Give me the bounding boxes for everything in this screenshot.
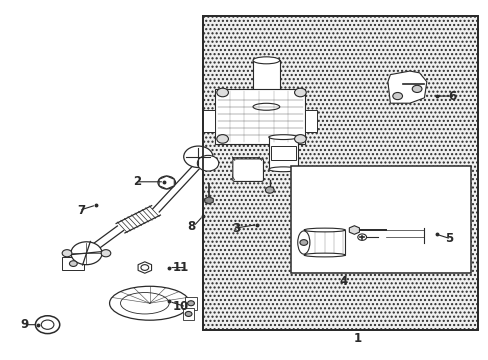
FancyBboxPatch shape	[203, 111, 215, 132]
Circle shape	[71, 242, 102, 265]
Circle shape	[62, 249, 72, 257]
Circle shape	[187, 301, 194, 306]
Bar	[268, 137, 297, 169]
Polygon shape	[159, 176, 174, 189]
Polygon shape	[387, 71, 426, 103]
Polygon shape	[138, 262, 151, 273]
Circle shape	[216, 135, 228, 143]
Circle shape	[158, 176, 175, 189]
Text: 10: 10	[172, 300, 188, 313]
Bar	[203, 16, 477, 330]
Bar	[185, 297, 197, 310]
FancyBboxPatch shape	[305, 111, 317, 132]
Bar	[203, 16, 477, 330]
Text: 1: 1	[353, 333, 361, 346]
Text: 2: 2	[132, 175, 141, 188]
Text: 5: 5	[445, 233, 453, 246]
Circle shape	[41, 320, 54, 329]
Polygon shape	[348, 226, 359, 234]
Text: 3: 3	[232, 222, 240, 235]
Circle shape	[101, 249, 111, 257]
Circle shape	[294, 135, 305, 143]
Circle shape	[265, 187, 274, 193]
FancyBboxPatch shape	[232, 159, 263, 181]
Text: 6: 6	[447, 90, 455, 103]
Text: 8: 8	[187, 220, 196, 233]
Ellipse shape	[268, 167, 297, 172]
Circle shape	[141, 265, 148, 270]
Polygon shape	[204, 197, 213, 204]
Ellipse shape	[252, 57, 279, 64]
Bar	[290, 166, 469, 273]
Circle shape	[197, 156, 218, 171]
Circle shape	[185, 311, 192, 316]
Circle shape	[216, 88, 228, 97]
Ellipse shape	[304, 253, 345, 257]
Circle shape	[411, 85, 421, 93]
Ellipse shape	[109, 286, 189, 320]
Bar	[271, 146, 295, 160]
Circle shape	[392, 93, 402, 100]
FancyBboxPatch shape	[215, 89, 305, 144]
Ellipse shape	[304, 228, 345, 232]
FancyBboxPatch shape	[62, 257, 84, 270]
Ellipse shape	[297, 231, 309, 254]
Bar	[304, 230, 345, 255]
Ellipse shape	[252, 103, 279, 110]
Circle shape	[299, 240, 307, 246]
Bar	[252, 60, 279, 107]
Ellipse shape	[268, 135, 297, 140]
Text: 11: 11	[172, 261, 188, 274]
Text: 4: 4	[339, 275, 347, 288]
Text: 7: 7	[77, 204, 85, 217]
Circle shape	[294, 88, 305, 97]
Circle shape	[183, 146, 212, 167]
Text: 9: 9	[21, 318, 29, 331]
Bar	[183, 307, 194, 320]
Circle shape	[35, 316, 60, 334]
Circle shape	[357, 234, 366, 240]
Circle shape	[69, 261, 77, 266]
